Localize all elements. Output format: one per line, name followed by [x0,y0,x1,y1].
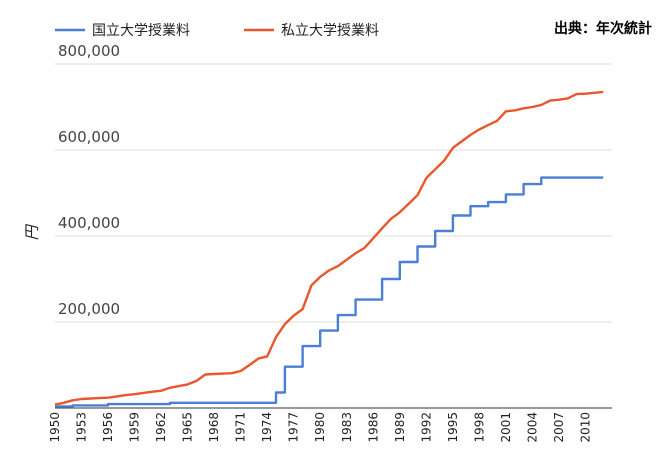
x-tick-label: 1974 [260,412,274,443]
series-lines [54,90,604,408]
x-tick-label: 1962 [154,412,168,443]
legend-label: 私立大学授業料 [281,23,379,39]
x-tick-label: 1953 [75,412,89,443]
x-tick-label: 1965 [181,412,195,443]
x-tick-label: 1977 [287,412,301,443]
x-tick-label: 2007 [552,412,566,443]
x-tick-label: 1950 [48,412,62,443]
y-axis-title: 円 [23,224,41,241]
y-tick-label: 400,000 [58,214,120,232]
y-tick-label: 200,000 [58,300,120,318]
x-tick-label: 1989 [393,412,407,443]
x-tick-label: 2001 [499,412,513,443]
x-tick-label: 1968 [207,412,221,443]
x-tick-label: 1995 [446,412,460,443]
legend-label: 国立大学授業料 [92,23,190,39]
x-tick-label: 1983 [340,412,354,443]
x-tick-label: 1980 [313,412,327,443]
source-note: 出典：年次統計 [554,20,652,37]
x-tick-label: 1956 [101,412,115,443]
legend-item-1: 国立大学授業料 [55,23,190,39]
legend: 国立大学授業料 私立大学授業料 [55,23,379,39]
x-tick-label: 1959 [128,412,142,443]
series-line-1 [55,176,604,408]
x-tick-label: 2004 [525,412,539,443]
legend-item-2: 私立大学授業料 [244,23,379,39]
x-tick-label: 1998 [472,412,486,443]
series-line-2 [54,90,604,406]
x-tick-label: 2010 [578,412,592,443]
x-tick-label: 1986 [366,412,380,443]
x-axis: 1950 1953 1956 1959 1962 1965 1968 1971 1974 1977… [48,407,612,443]
x-tick-label: 1971 [234,412,248,443]
y-tick-label: 800,000 [58,42,120,60]
y-tick-label: 600,000 [58,128,120,146]
x-tick-label: 1992 [419,412,433,443]
y-axis: 200,000 400,000 600,000 800,000 [58,42,120,318]
grid-lines [55,63,612,323]
